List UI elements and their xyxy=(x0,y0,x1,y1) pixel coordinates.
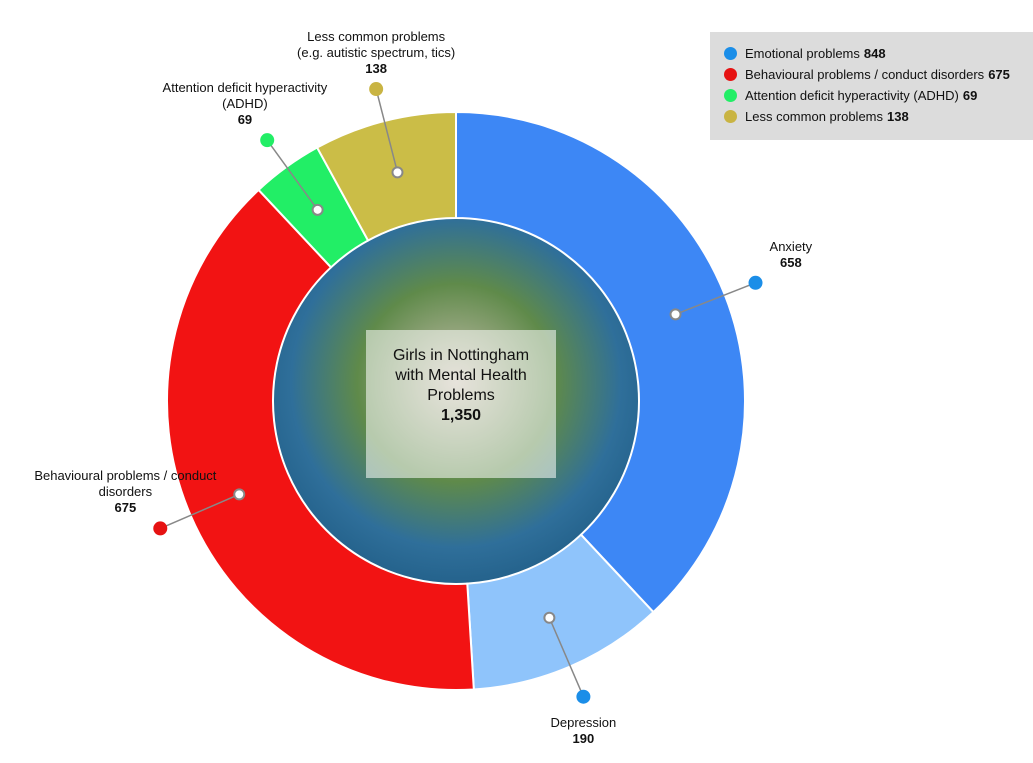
callout-name: Less common problems xyxy=(307,29,446,45)
callout-line xyxy=(159,493,240,530)
callout-line xyxy=(675,282,756,316)
callout-inner-dot xyxy=(311,203,324,216)
callout-dot xyxy=(369,82,384,97)
slice xyxy=(166,188,475,691)
callout-label: Behavioural problems / conduct disorders… xyxy=(30,468,220,516)
callout-value: 675 xyxy=(114,500,137,516)
legend-dot xyxy=(724,47,737,60)
legend-name: Emotional problems xyxy=(745,46,860,61)
legend: Emotional problems 848 Behavioural problem… xyxy=(710,32,1033,140)
callout-inner-dot xyxy=(391,166,404,179)
callout-value: 138 xyxy=(365,61,387,77)
callout-label: Less common problems (e.g. autistic spect… xyxy=(281,29,471,77)
legend-value: 675 xyxy=(988,67,1010,82)
callout-label: Attention deficit hyperactivity (ADHD) 69 xyxy=(150,80,340,128)
legend-value: 848 xyxy=(863,46,886,61)
legend-dot xyxy=(724,89,737,102)
callout-inner-dot xyxy=(543,611,556,624)
callout-dot xyxy=(748,275,763,290)
callout-label: Anxiety 658 xyxy=(696,239,886,271)
callout-label: Depression 190 xyxy=(488,715,678,747)
legend-name: Attention deficit hyperactivity (ADHD) xyxy=(745,88,959,103)
callout-name: Behavioural problems / conduct disorders xyxy=(34,468,217,500)
center-box: Girls in Nottingham with Mental Health P… xyxy=(366,330,556,478)
callout-value: 658 xyxy=(780,254,802,270)
legend-dot xyxy=(724,68,737,81)
callouts xyxy=(153,82,763,704)
callout-inner-dot xyxy=(233,488,246,501)
callout-value: 190 xyxy=(572,730,595,746)
callout-inner-dot xyxy=(669,308,682,321)
callout-name: Anxiety xyxy=(769,238,813,254)
slices xyxy=(166,110,746,691)
callout-line xyxy=(266,139,319,211)
callout-name: Depression xyxy=(550,714,617,730)
legend-item: Behavioural problems / conduct disorders… xyxy=(724,64,1033,85)
legend-dot xyxy=(724,110,737,123)
slice xyxy=(315,110,457,242)
callout-dot xyxy=(576,689,591,704)
legend-name: Behavioural problems / conduct disorders xyxy=(745,67,985,82)
callout-name: Attention deficit hyperactivity (ADHD) xyxy=(162,80,328,112)
legend-value: 69 xyxy=(962,88,978,103)
legend-item: Emotional problems 848 xyxy=(724,43,1033,64)
legend-name: Less common problems xyxy=(745,109,883,124)
center-title: Girls in Nottingham with Mental Health P… xyxy=(392,347,530,404)
callout-line xyxy=(375,88,399,173)
callout-note: (e.g. autistic spectrum, tics) xyxy=(297,45,456,61)
center-total: 1,350 xyxy=(440,407,482,424)
callout-dot xyxy=(260,133,275,148)
legend-value: 138 xyxy=(887,109,909,124)
callout-line xyxy=(548,617,585,698)
callout-dot xyxy=(153,521,168,536)
callout-value: 69 xyxy=(237,112,253,128)
legend-item: Attention deficit hyperactivity (ADHD) 69 xyxy=(724,85,1033,106)
slice xyxy=(455,110,746,614)
legend-item: Less common problems 138 xyxy=(724,106,1033,127)
